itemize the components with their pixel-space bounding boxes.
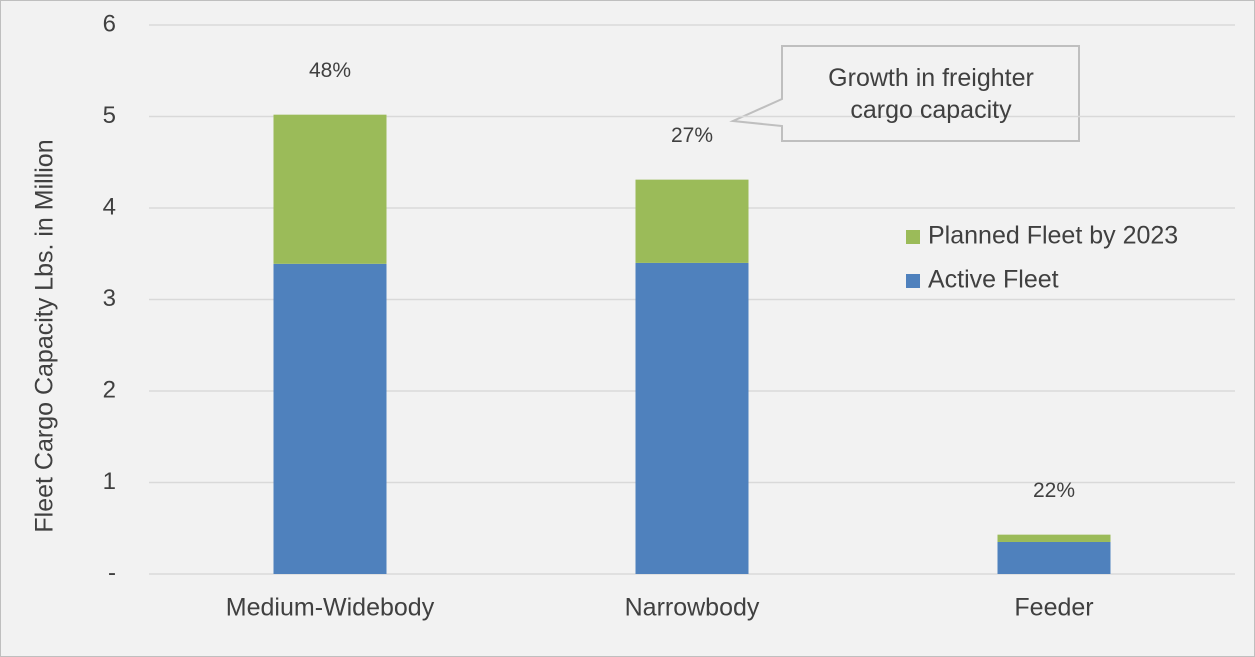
legend-label: Active Fleet [928, 266, 1059, 294]
bar-segment [997, 541, 1111, 574]
x-tick-label: Medium-Widebody [226, 594, 435, 622]
legend-label: Planned Fleet by 2023 [928, 222, 1178, 250]
legend-swatch [906, 274, 920, 288]
y-tick-label: 5 [103, 102, 116, 129]
legend-swatch [906, 230, 920, 244]
x-tick-label: Feeder [1014, 594, 1093, 622]
bar-annotation: 22% [1033, 479, 1075, 502]
y-tick-label: 2 [103, 376, 116, 403]
y-axis-title: Fleet Cargo Capacity Lbs. in Million [31, 139, 59, 532]
bar-segment [273, 263, 387, 574]
bar-segment [635, 179, 749, 263]
bar-segment [635, 262, 749, 574]
y-tick-label: 6 [103, 10, 116, 37]
callout-text: Growth in freighter cargo capacity [828, 64, 1034, 124]
bar-segment [273, 114, 387, 264]
bar-annotation: 48% [309, 59, 351, 82]
bar-annotation: 27% [671, 124, 713, 147]
y-tick-label: 4 [103, 193, 116, 220]
bar-segment [997, 534, 1111, 542]
y-tick-label: 1 [103, 468, 116, 495]
y-tick-label: 3 [103, 285, 116, 312]
x-tick-label: Narrowbody [625, 594, 760, 622]
y-tick-label: - [108, 559, 116, 586]
